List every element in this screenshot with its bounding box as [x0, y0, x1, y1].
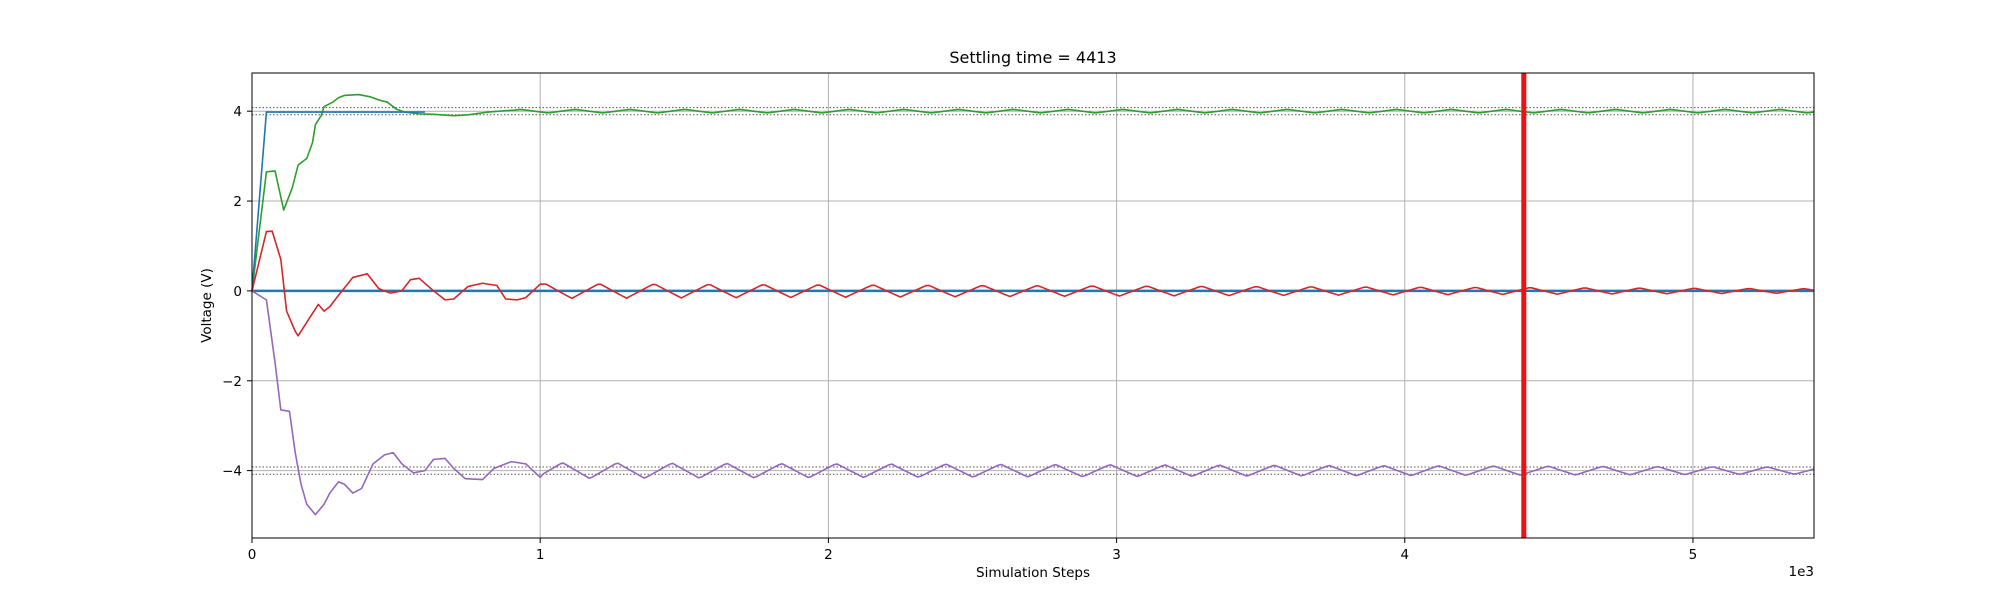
y-tick-label: −4 [222, 464, 242, 480]
series-blue-spike [251, 111, 425, 291]
plot-frame [251, 72, 1815, 539]
y-tick-label: −2 [222, 374, 242, 390]
series-lines [251, 93, 1815, 516]
y-tick-label: 4 [233, 104, 242, 120]
x-axis-offset-label: 1e3 [1789, 564, 1814, 580]
x-tick-label: 5 [1689, 547, 1698, 563]
series-green-line [251, 93, 1815, 291]
y-tick-label: 2 [233, 194, 242, 210]
x-axis-label: Simulation Steps [976, 565, 1090, 581]
y-axis-label: Voltage (V) [199, 268, 215, 343]
x-tick-label: 1 [536, 547, 545, 563]
y-tick-label: 0 [233, 284, 242, 300]
x-tick-label: 0 [248, 547, 257, 563]
x-tick-label: 3 [1112, 547, 1121, 563]
series-red-line [251, 230, 1815, 337]
series-purple-line [251, 290, 1815, 516]
x-tick-label: 2 [824, 547, 833, 563]
axis-ticks: 0 1 2 3 4 5 −4 −2 0 2 4 [222, 104, 1697, 563]
chart-title: Settling time = 4413 [949, 48, 1116, 67]
x-tick-label: 4 [1400, 547, 1409, 563]
